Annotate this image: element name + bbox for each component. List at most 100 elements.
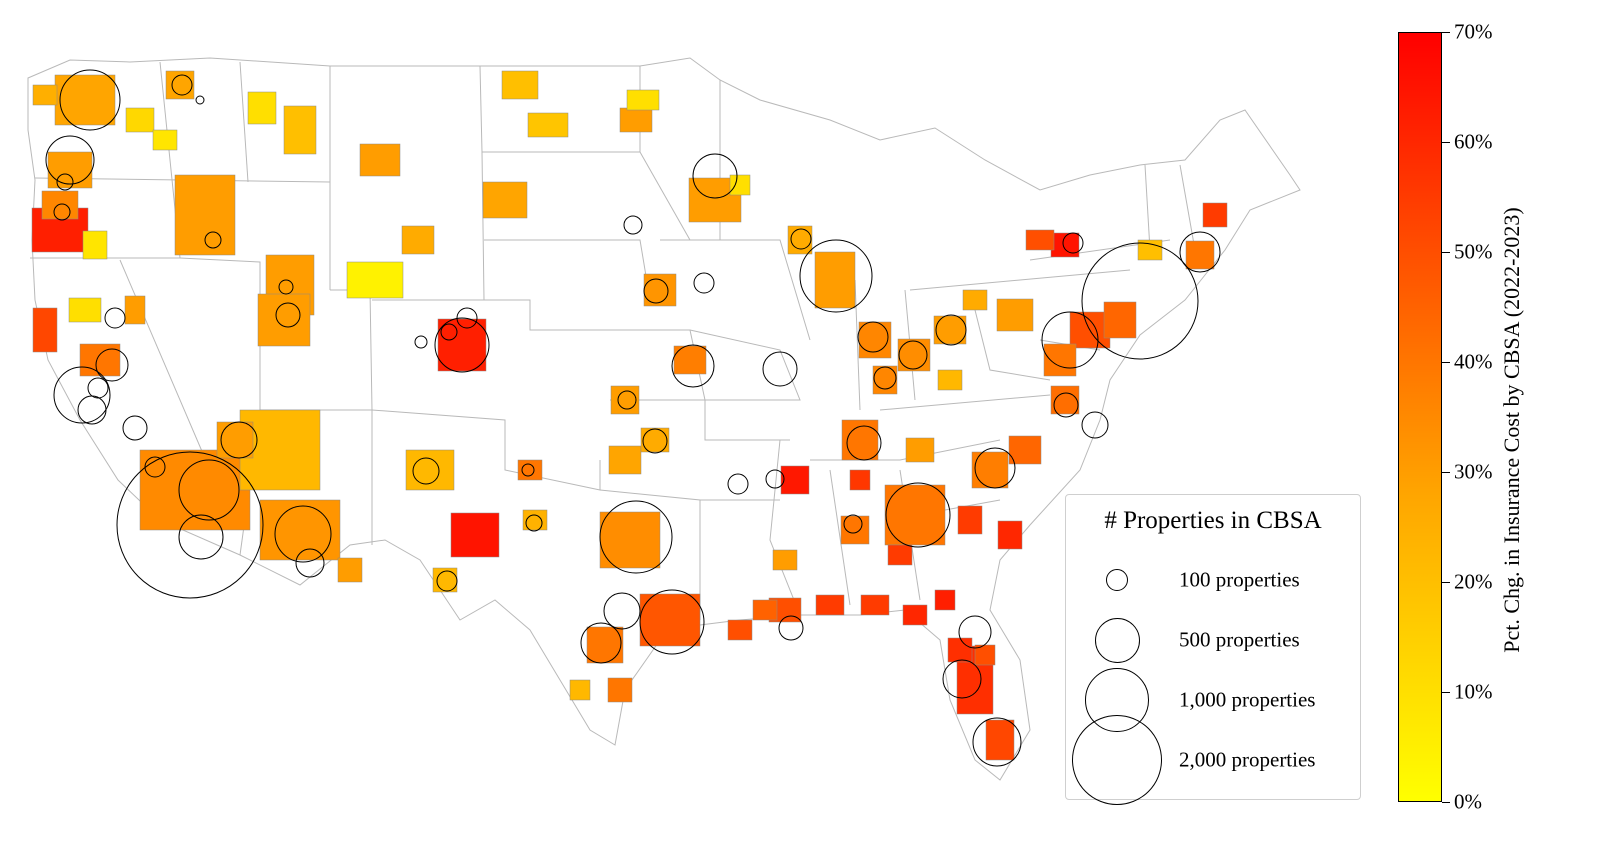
cbsa-region — [82, 230, 108, 260]
colorbar-tick — [1442, 472, 1450, 473]
cbsa-region — [934, 589, 956, 611]
cbsa-region — [780, 465, 810, 495]
cbsa-property-circle — [642, 428, 668, 454]
cbsa-region — [569, 679, 591, 701]
colorbar-tick — [1442, 142, 1450, 143]
cbsa-property-circle — [727, 473, 749, 495]
cbsa-region — [849, 469, 871, 491]
size-legend-circle — [1072, 715, 1162, 805]
cbsa-property-circle — [1179, 231, 1221, 273]
cbsa-region — [905, 437, 935, 463]
colorbar-tick — [1442, 692, 1450, 693]
cbsa-property-circle — [1081, 411, 1109, 439]
cbsa-property-circle — [603, 592, 641, 630]
cbsa-region — [257, 293, 311, 347]
cbsa-region — [32, 84, 58, 106]
cbsa-property-circle — [45, 135, 95, 185]
cbsa-region — [124, 295, 146, 325]
cbsa-property-circle — [873, 366, 897, 390]
cbsa-property-circle — [857, 321, 889, 353]
cbsa-property-circle — [1081, 242, 1199, 360]
cbsa-region — [522, 509, 548, 531]
cbsa-property-circle — [639, 589, 705, 655]
cbsa-region — [815, 594, 845, 616]
cbsa-property-circle — [53, 203, 71, 221]
cbsa-property-circle — [116, 451, 264, 599]
colorbar-tick-label: 70% — [1454, 19, 1493, 44]
cbsa-property-circle — [778, 615, 804, 641]
cbsa-region — [501, 70, 539, 100]
cbsa-property-circle — [278, 279, 294, 295]
cbsa-property-circle — [414, 335, 428, 349]
state-outlines — [27, 57, 1301, 781]
size-legend-circle — [1106, 569, 1128, 591]
cbsa-region — [884, 484, 946, 546]
cbsa-region — [152, 129, 178, 151]
cbsa-property-circle — [220, 421, 258, 459]
cbsa-region — [957, 505, 983, 535]
cbsa-region — [626, 89, 660, 111]
cbsa-property-circle — [580, 622, 622, 664]
colorbar-tick — [1442, 252, 1450, 253]
colorbar-tick — [1442, 362, 1450, 363]
size-legend-title: # Properties in CBSA — [1104, 507, 1322, 534]
cbsa-region — [599, 511, 661, 569]
cbsa-property-circle — [1062, 232, 1084, 254]
cbsa-region — [1202, 202, 1228, 228]
cbsa-region — [619, 107, 653, 133]
cbsa-property-circle — [144, 456, 166, 478]
cbsa-property-circle — [295, 548, 325, 578]
cbsa-property-circle — [885, 482, 951, 548]
cbsa-region — [359, 143, 401, 177]
cbsa-property-circle — [692, 153, 738, 199]
cbsa-region — [283, 105, 317, 155]
cbsa-property-circle — [898, 340, 928, 370]
cbsa-region — [1008, 435, 1042, 465]
cbsa-region — [1103, 301, 1137, 339]
cbsa-property-circle — [456, 307, 478, 329]
cbsa-property-circle — [178, 459, 240, 521]
cbsa-region — [902, 604, 928, 626]
cbsa-region — [1043, 343, 1077, 377]
size-legend-entry: 2,000 properties — [1066, 715, 1360, 805]
cbsa-property-circle — [95, 348, 129, 382]
colorbar-tick-label: 30% — [1454, 459, 1493, 484]
size-legend-label: 2,000 properties — [1179, 747, 1316, 772]
cbsa-region — [437, 318, 487, 372]
cbsa-region — [752, 599, 778, 621]
cbsa-property-circle — [935, 314, 967, 346]
cbsa-property-circles — [45, 69, 1221, 767]
colorbar-tick-label: 50% — [1454, 239, 1493, 264]
size-legend-label: 100 properties — [1179, 567, 1300, 592]
cbsa-property-circle — [87, 377, 109, 399]
cbsa-property-circle — [521, 463, 535, 477]
cbsa-property-circle — [693, 272, 715, 294]
cbsa-region — [610, 385, 640, 415]
cbsa-region — [814, 251, 856, 309]
cbsa-region — [1025, 229, 1055, 251]
cbsa-property-circle — [525, 514, 543, 532]
cbsa-region — [962, 289, 988, 311]
cbsa-region — [401, 225, 435, 255]
cbsa-region — [858, 321, 892, 359]
cbsa-property-circle — [765, 469, 785, 489]
cbsa-property-circle — [436, 570, 458, 592]
cbsa-region — [68, 297, 102, 323]
cbsa-region — [729, 174, 751, 196]
cbsa-property-circle — [178, 514, 224, 560]
cbsa-region — [247, 91, 277, 125]
cbsa-region — [727, 619, 753, 641]
cbsa-region — [933, 315, 967, 345]
cbsa-property-circle — [171, 74, 193, 96]
cbsa-property-circle — [599, 500, 673, 574]
cbsa-property-circle — [799, 239, 873, 313]
cbsa-region — [985, 719, 1015, 761]
cbsa-region — [639, 593, 701, 647]
cbsa-region — [450, 512, 500, 558]
size-legend-label: 1,000 properties — [1179, 687, 1316, 712]
cbsa-region — [527, 112, 569, 138]
cbsa-property-circle — [846, 425, 882, 461]
cbsa-property-circle — [440, 323, 458, 341]
cbsa-property-circle — [104, 307, 126, 329]
